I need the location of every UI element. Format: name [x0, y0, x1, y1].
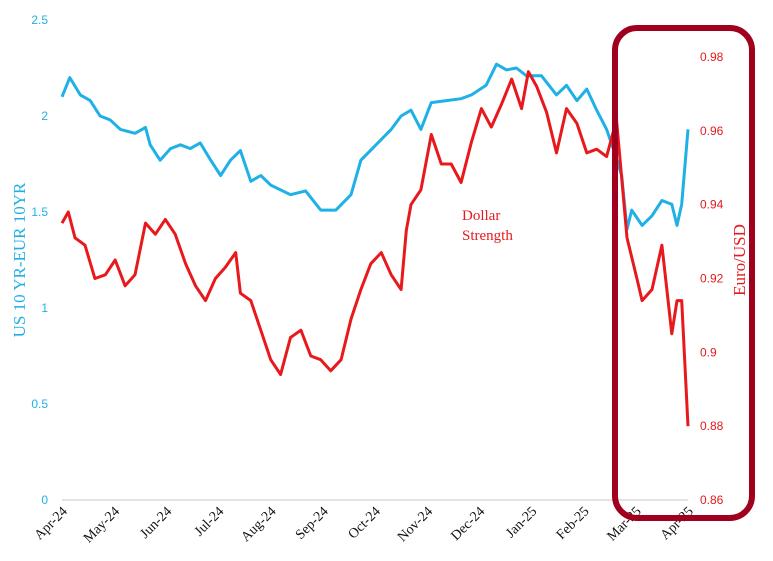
right-tick-label: 0.92	[700, 271, 724, 285]
x-tick-label: Feb-25	[554, 504, 593, 543]
right-tick-label: 0.86	[700, 493, 724, 507]
x-tick-label: Oct-24	[346, 504, 384, 542]
right-tick-label: 0.94	[700, 198, 724, 212]
right-tick-label: 0.9	[700, 345, 717, 359]
left-tick-label: 1.5	[31, 205, 48, 219]
left-axis-label: US 10 YR-EUR 10YR	[10, 182, 29, 337]
x-tick-label: Jun-24	[138, 504, 176, 542]
x-tick-label: Aug-24	[239, 504, 280, 545]
right-tick-label: 0.88	[700, 419, 724, 433]
right-tick-label: 0.98	[700, 50, 724, 64]
left-tick-label: 0.5	[31, 397, 48, 411]
annotation-line2: Strength	[462, 228, 513, 244]
x-tick-label: Dec-24	[448, 504, 488, 544]
left-tick-label: 2	[41, 109, 48, 123]
right-axis-label: Euro/USD	[730, 224, 749, 296]
left-tick-label: 2.5	[31, 13, 48, 27]
series-line-eurusd	[60, 70, 690, 427]
x-tick-label: Apr-25	[658, 504, 697, 543]
x-tick-label: Apr-24	[32, 504, 71, 543]
x-tick-label: Sep-24	[293, 504, 332, 543]
x-tick-label: May-24	[81, 504, 123, 546]
left-tick-label: 0	[41, 493, 48, 507]
series-line-spread	[60, 62, 690, 231]
x-tick-label: Jan-25	[503, 504, 540, 541]
annotation-line1: Dollar	[462, 208, 500, 224]
right-tick-label: 0.96	[700, 124, 724, 138]
x-tick-label: Nov-24	[395, 504, 436, 545]
x-tick-label: Jul-24	[192, 504, 227, 539]
highlight-box	[612, 25, 755, 521]
x-tick-label: Mar-25	[605, 504, 645, 544]
left-tick-label: 1	[41, 301, 48, 315]
